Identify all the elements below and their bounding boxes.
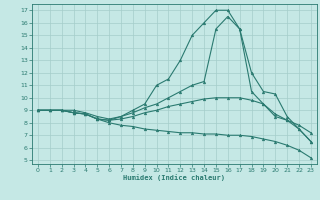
X-axis label: Humidex (Indice chaleur): Humidex (Indice chaleur) <box>124 175 225 181</box>
